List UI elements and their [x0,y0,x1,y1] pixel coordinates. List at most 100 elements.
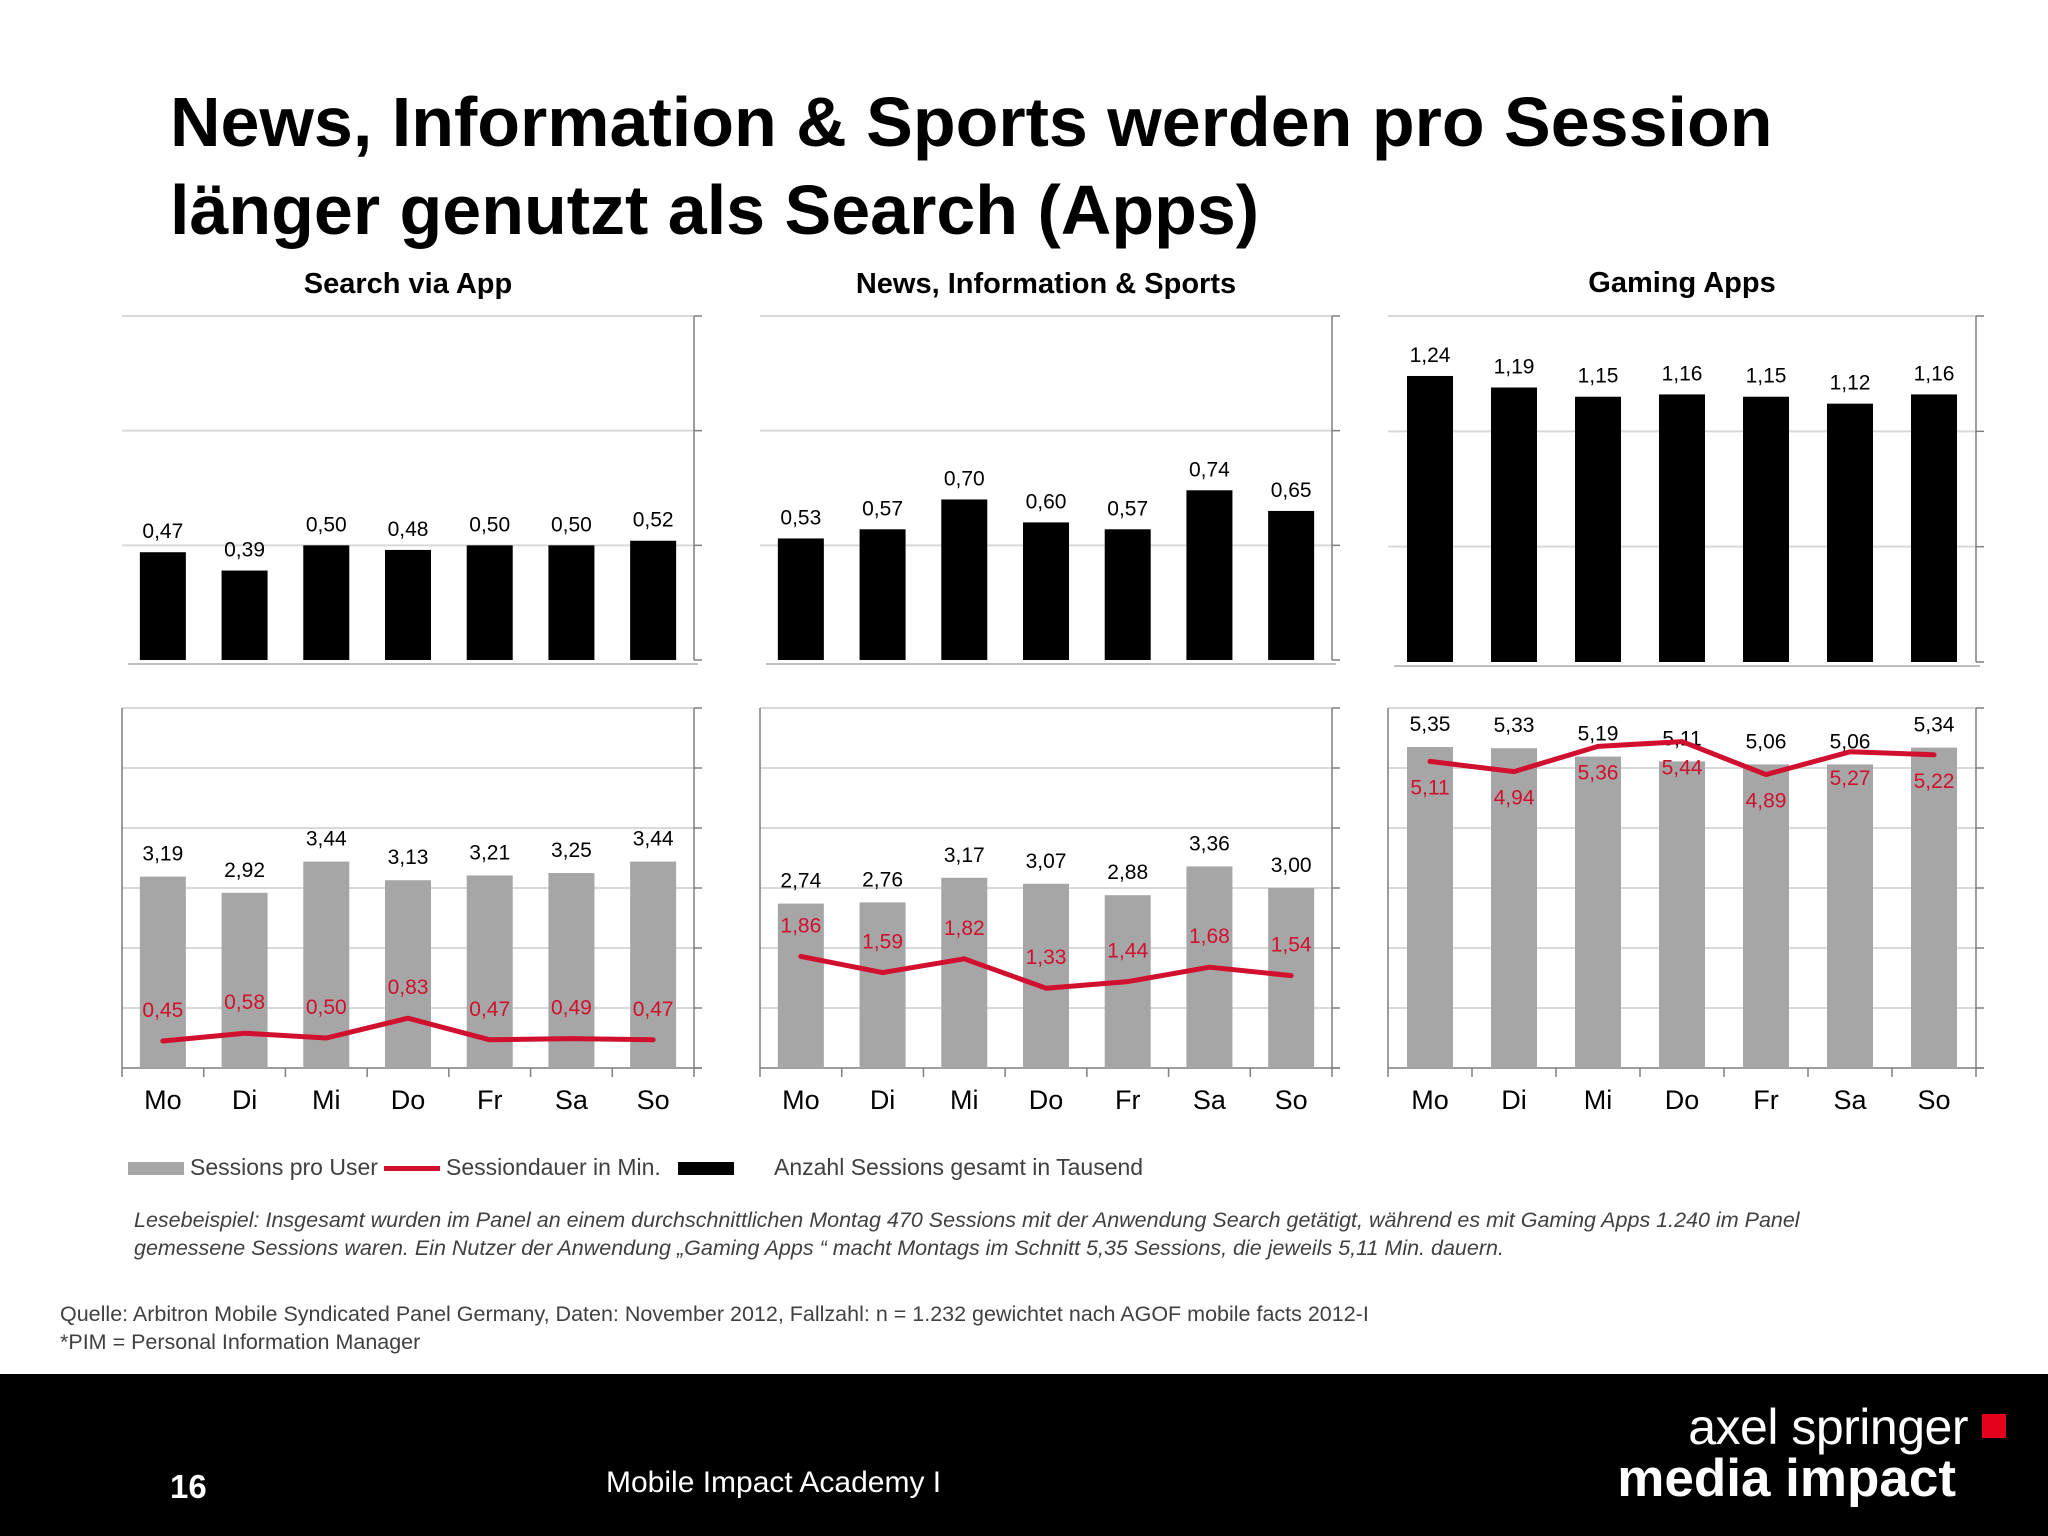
total-sessions-label: 0,57 [1107,497,1148,520]
session-duration-label: 0,83 [388,976,429,999]
reading-example-line1: Lesebeispiel: Insgesamt wurden im Panel … [134,1208,1800,1232]
sessions-per-user-bar [385,880,431,1068]
brand-logo-line1: axel springer [1688,1399,1968,1455]
sessions-per-user-label: 5,34 [1914,714,1955,737]
total-sessions-bar [1407,375,1453,662]
sessions-per-user-bar [859,902,906,1068]
category-label: Di [1501,1085,1527,1115]
source-note: Quelle: Arbitron Mobile Syndicated Panel… [60,1300,1960,1356]
session-duration-label: 0,45 [142,999,183,1022]
session-duration-label: 0,58 [224,991,265,1014]
sessions-per-user-label: 3,07 [1026,850,1067,873]
category-label: Di [232,1085,258,1115]
sessions-per-user-label: 3,17 [944,844,985,867]
total-sessions-label: 0,65 [1271,479,1312,502]
total-sessions-label: 1,15 [1746,365,1787,388]
session-duration-label: 5,36 [1578,761,1619,784]
total-sessions-bar [548,545,595,660]
total-sessions-bar [1268,510,1315,660]
session-duration-label: 4,89 [1746,790,1787,813]
total-sessions-bar [303,545,350,660]
session-duration-label: 5,11 [1410,776,1449,799]
sessions-per-user-label: 3,25 [551,839,592,862]
total-sessions-bar [385,549,431,660]
category-label: Mo [782,1085,820,1115]
total-sessions-bar [466,545,513,660]
session-duration-label: 1,82 [944,917,985,940]
session-duration-line [798,953,1294,991]
total-sessions-label: 0,48 [388,518,429,541]
sessions-per-user-bar [941,877,988,1068]
category-label: So [637,1085,670,1115]
total-sessions-label: 1,16 [1662,362,1703,385]
session-duration-label: 1,86 [780,914,821,937]
total-sessions-bar [1575,396,1621,662]
category-label: Di [870,1085,896,1115]
legend-swatch-gray [128,1162,184,1175]
sessions-per-user-label: 3,19 [142,843,183,866]
reading-example-line2: gemessene Sessions waren. Ein Nutzer der… [134,1236,1504,1260]
session-duration-line [160,1015,656,1044]
category-label: Fr [477,1085,502,1115]
total-sessions-bar [941,499,988,660]
sessions-per-user-label: 3,00 [1271,854,1312,877]
category-label: So [1917,1085,1950,1115]
sessions-per-user-bar [1575,756,1621,1068]
legend-swatch-black [678,1162,734,1175]
session-duration-label: 1,33 [1026,946,1067,969]
sessions-per-user-label: 5,35 [1410,713,1451,736]
slide-title: News, Information & Sports werden pro Se… [170,78,1970,254]
sessions-per-user-bar [1491,748,1537,1068]
total-sessions-label: 1,19 [1494,356,1535,379]
category-label: So [1275,1085,1308,1115]
sessions-per-user-bar [1023,883,1069,1068]
session-duration-label: 1,59 [862,931,903,954]
total-sessions-label: 0,39 [224,539,265,562]
total-sessions-label: 0,53 [780,506,821,529]
pim-footnote: *PIM = Personal Information Manager [60,1330,421,1354]
total-sessions-label: 0,50 [551,513,592,536]
session-duration-label: 5,22 [1914,770,1955,793]
source-line: Quelle: Arbitron Mobile Syndicated Panel… [60,1302,1369,1326]
session-duration-label: 5,44 [1662,757,1703,780]
legend-swatch-red-line [384,1166,440,1171]
category-label: Mi [950,1085,979,1115]
session-duration-label: 0,50 [306,996,347,1019]
charts-area: Search via App 0,47 0,39 0,50 0,48 0,50 0,50 0,… [121,267,1984,1115]
total-sessions-label: 0,60 [1026,490,1067,513]
total-sessions-label: 1,15 [1578,365,1619,388]
total-sessions-bar [1104,529,1151,660]
category-label: Do [1665,1085,1700,1115]
session-duration-label: 0,47 [633,998,674,1021]
legend-label-total-sessions: Anzahl Sessions gesamt in Tausend [774,1154,1144,1180]
category-label: Fr [1115,1085,1140,1115]
category-label: Sa [555,1085,589,1115]
chart-title: Gaming Apps [1588,267,1775,299]
total-sessions-label: 0,74 [1189,458,1230,481]
sessions-per-user-label: 2,88 [1107,861,1148,884]
total-sessions-bar [859,529,906,660]
total-sessions-label: 0,57 [862,497,903,520]
sessions-per-user-bar [139,876,186,1068]
chart-title: News, Information & Sports [856,268,1236,300]
slide-title-line2: länger genutzt als Search (Apps) [170,171,1260,249]
footer-bar [0,1374,2048,1536]
session-duration-label: 1,54 [1271,934,1312,957]
sessions-per-user-bar [1827,764,1873,1068]
sessions-per-user-bar [777,903,824,1068]
sessions-per-user-label: 5,06 [1830,730,1871,753]
footer-label: Mobile Impact Academy I [606,1466,942,1499]
category-label: Mo [144,1085,182,1115]
category-label: Do [1029,1085,1064,1115]
total-sessions-label: 1,12 [1830,372,1871,395]
sessions-per-user-label: 3,13 [388,846,429,869]
legend-label-sessions-per-user: Sessions pro User [190,1154,378,1180]
category-label: Do [391,1085,426,1115]
session-duration-label: 1,44 [1107,940,1148,963]
total-sessions-label: 1,24 [1410,344,1451,367]
sessions-per-user-bar [548,873,595,1068]
sessions-per-user-bar [1659,761,1705,1068]
total-sessions-label: 0,52 [633,509,674,532]
category-label: Mi [1584,1085,1613,1115]
category-label: Mi [312,1085,341,1115]
